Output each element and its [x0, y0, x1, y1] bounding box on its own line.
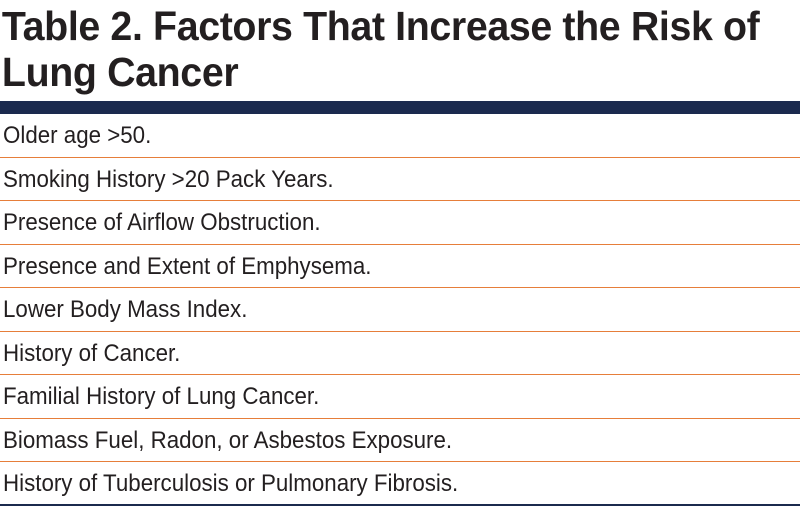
row-text: Presence of Airflow Obstruction.: [3, 209, 321, 236]
row-text: Older age >50.: [3, 122, 152, 149]
header-rule: [0, 101, 800, 114]
row-text: Familial History of Lung Cancer.: [3, 383, 320, 410]
table-row: History of Tuberculosis or Pulmonary Fib…: [0, 462, 800, 506]
table-row: Presence of Airflow Obstruction.: [0, 201, 800, 245]
table-title: Table 2. Factors That Increase the Risk …: [1, 3, 760, 95]
row-text: History of Tuberculosis or Pulmonary Fib…: [3, 470, 459, 497]
table-row: Lower Body Mass Index.: [0, 288, 800, 332]
table-row: Familial History of Lung Cancer.: [0, 375, 800, 419]
row-text: Biomass Fuel, Radon, or Asbestos Exposur…: [3, 426, 453, 454]
row-text: Lower Body Mass Index.: [3, 296, 248, 323]
table-row: History of Cancer.: [0, 332, 800, 375]
table-row: Biomass Fuel, Radon, or Asbestos Exposur…: [0, 419, 800, 462]
risk-factor-list: Older age >50. Smoking History >20 Pack …: [0, 114, 800, 506]
table-row: Smoking History >20 Pack Years.: [0, 158, 800, 201]
row-text: Presence and Extent of Emphysema.: [3, 252, 372, 280]
table-row: Older age >50.: [0, 114, 800, 158]
row-text: Smoking History >20 Pack Years.: [3, 165, 334, 193]
row-text: History of Cancer.: [3, 339, 181, 367]
table-row: Presence and Extent of Emphysema.: [0, 245, 800, 288]
